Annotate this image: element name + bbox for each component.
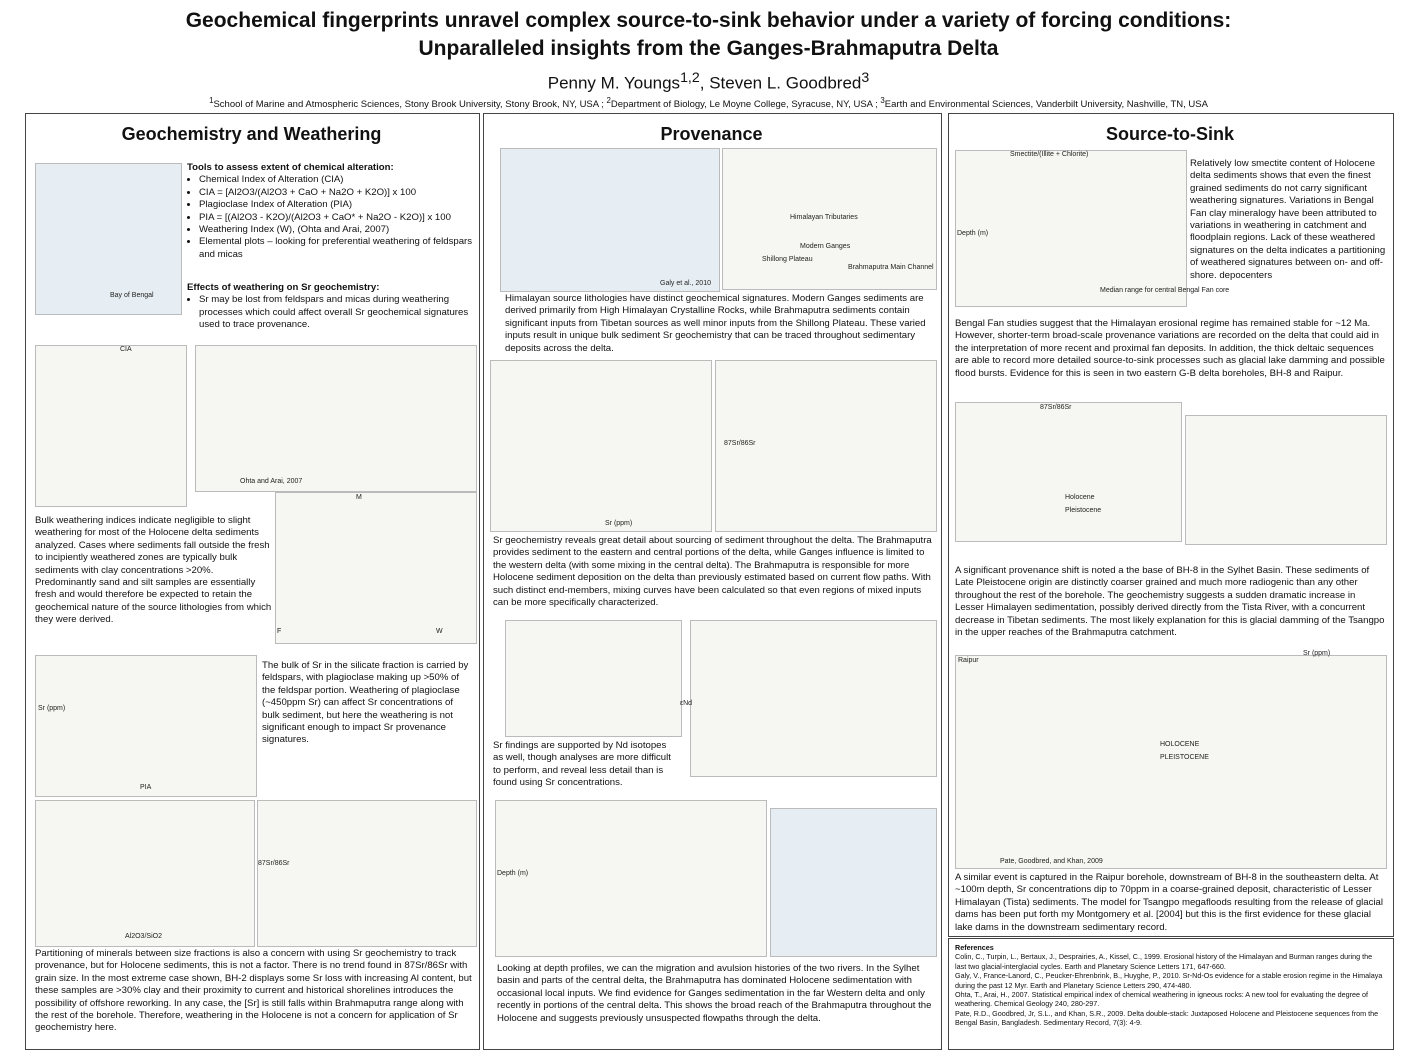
- figure-sr-depth: [955, 402, 1182, 542]
- figure-smectite: [955, 150, 1187, 307]
- figure-label: CIA: [120, 346, 132, 353]
- figure-label: Brahmaputra Main Channel: [848, 264, 934, 271]
- bullet-list: Colin, C., Turpin, L., Bertaux, J., Desp…: [955, 952, 1385, 1027]
- block-heading: References: [955, 943, 994, 952]
- figure-raipur: [955, 655, 1387, 869]
- block-heading: Tools to assess extent of chemical alter…: [187, 162, 394, 173]
- affiliation: Department of Biology, Le Moyne College,…: [610, 99, 878, 111]
- aff-sup: 3: [880, 96, 885, 105]
- section-heading: Provenance: [660, 124, 763, 144]
- author: Steven L. Goodbred: [709, 73, 862, 93]
- bullet-item: Elemental plots – looking for preferenti…: [199, 236, 475, 261]
- figure-nd-scatter: [690, 620, 937, 777]
- paragraph: The bulk of Sr in the silicate fraction …: [262, 660, 469, 746]
- figure-label: εNd: [680, 700, 693, 707]
- bullet-item: Sr may be lost from feldspars and micas …: [199, 294, 475, 331]
- bullet-item: Galy, V., France-Lanord, C., Peucker-Ehr…: [955, 971, 1383, 990]
- figure-label: Smectite/(Illite + Chlorite): [1010, 151, 1089, 158]
- figure-ternary: [195, 345, 477, 492]
- authors: Penny M. Youngs1,2, Steven L. Goodbred3: [547, 70, 870, 93]
- figure-label: Sr (ppm): [1303, 650, 1331, 657]
- figure-label: Shillong Plateau: [762, 256, 813, 263]
- figure-label: 87Sr/86Sr: [724, 440, 756, 447]
- author-sup: 1,2: [680, 70, 700, 86]
- figure-map: [500, 148, 720, 292]
- aff-sup: 1: [209, 96, 214, 105]
- text-block: Effects of weathering on Sr geochemistry…: [187, 282, 475, 332]
- figure-label: Median range for central Bengal Fan core: [1100, 287, 1230, 294]
- title-line: Geochemical fingerprints unravel complex…: [185, 9, 1232, 32]
- section-heading: Geochemistry and Weathering: [121, 124, 382, 144]
- figure-label: Al2O3/SiO2: [125, 933, 162, 940]
- bullet-item: PIA = [(Al2O3 - K2O)/(Al2O3 + CaO* + Na2…: [199, 212, 475, 224]
- figure-map: [35, 163, 182, 315]
- figure-scatter: [490, 360, 712, 532]
- figure-label: PLEISTOCENE: [1160, 754, 1209, 761]
- figure-label: W: [436, 628, 443, 635]
- figure-label: Depth (m): [957, 230, 989, 237]
- figure-label: Galy et al., 2010: [660, 280, 711, 287]
- figure-label: Himalayan Tributaries: [790, 214, 858, 221]
- figure-cia: [35, 345, 187, 507]
- paragraph: A similar event is captured in the Raipu…: [955, 872, 1384, 933]
- bullet-item: CIA = [Al2O3/(Al2O3 + CaO + Na2O + K2O)]…: [199, 187, 475, 199]
- affiliations: 1School of Marine and Atmospheric Scienc…: [0, 96, 1417, 110]
- figure-scatter: [35, 800, 255, 947]
- bullet-item: Ohta, T., Arai, H., 2007. Statistical em…: [955, 990, 1368, 1009]
- bullet-item: Plagioclase Index of Alteration (PIA): [199, 199, 475, 211]
- panel: [948, 938, 1394, 1050]
- paragraph: Sr geochemistry reveals great detail abo…: [493, 535, 932, 609]
- figure-label: Holocene: [1065, 494, 1095, 501]
- figure-depth: [495, 800, 767, 957]
- bullet-item: Pate, R.D., Goodbred, Jr, S.L., and Khan…: [955, 1008, 1379, 1028]
- figure-label: Depth (m): [497, 870, 529, 877]
- figure-scatter: [1185, 415, 1387, 545]
- bullet-item: Chemical Index of Alteration (CIA): [199, 174, 475, 186]
- bullet-list: Sr may be lost from feldspars and micas …: [187, 294, 475, 331]
- affiliation: Earth and Environmental Sciences, Vander…: [884, 99, 1208, 111]
- figure-label: 87Sr/86Sr: [258, 860, 290, 867]
- figure-label: F: [277, 628, 282, 635]
- paragraph: Relatively low smectite content of Holoc…: [1190, 158, 1386, 281]
- paragraph: Partitioning of minerals between size fr…: [35, 948, 472, 1034]
- figure-scatter: [257, 800, 477, 947]
- paragraph: Sr findings are supported by Nd isotopes…: [493, 740, 671, 789]
- bullet-item: Weathering Index (W), (Ohta and Arai, 20…: [199, 224, 475, 236]
- figure-map: [770, 808, 937, 957]
- author: Penny M. Youngs: [547, 73, 681, 93]
- figure-label: 87Sr/86Sr: [1040, 404, 1072, 411]
- figure-label: Sr (ppm): [38, 705, 66, 712]
- text-block: References Colin, C., Turpin, L., Bertaux…: [955, 943, 1385, 1028]
- figure-label: Sr (ppm): [605, 520, 633, 527]
- paragraph: Himalayan source lithologies have distin…: [505, 293, 926, 354]
- figure-label: Bay of Bengal: [110, 292, 154, 299]
- figure-nd: [505, 620, 682, 737]
- title-line: Unparalleled insights from the Ganges-Br…: [418, 37, 999, 60]
- figure-label: Pate, Goodbred, and Khan, 2009: [1000, 858, 1103, 865]
- figure-scatter: [722, 148, 937, 290]
- block-heading: Effects of weathering on Sr geochemistry…: [187, 282, 380, 293]
- figure-label: Pleistocene: [1065, 507, 1102, 514]
- paragraph: Bulk weathering indices indicate negligi…: [35, 515, 272, 626]
- paragraph: A significant provenance shift is noted …: [955, 565, 1385, 639]
- affiliation: School of Marine and Atmospheric Science…: [213, 99, 604, 111]
- figure-label: Modern Ganges: [800, 243, 851, 250]
- figure-label: PIA: [140, 784, 152, 791]
- paragraph: Looking at depth profiles, we can the mi…: [497, 963, 932, 1024]
- bullet-list: Chemical Index of Alteration (CIA)CIA = …: [187, 174, 475, 261]
- figure-label: Raipur: [958, 657, 979, 664]
- aff-sup: 2: [606, 96, 611, 105]
- author-sup: 3: [861, 70, 870, 86]
- paragraph: Bengal Fan studies suggest that the Hima…: [955, 318, 1385, 379]
- figure-scatter: [715, 360, 937, 532]
- section-heading: Source-to-Sink: [1105, 124, 1234, 144]
- figure-label: HOLOCENE: [1160, 741, 1200, 748]
- bullet-item: Colin, C., Turpin, L., Bertaux, J., Desp…: [955, 952, 1373, 971]
- figure-label: M: [356, 494, 362, 501]
- figure-label: Ohta and Arai, 2007: [240, 478, 303, 485]
- figure-ternary-mfw: [275, 492, 477, 644]
- text-block: Tools to assess extent of chemical alter…: [187, 162, 475, 261]
- figure-scatter: [35, 655, 257, 797]
